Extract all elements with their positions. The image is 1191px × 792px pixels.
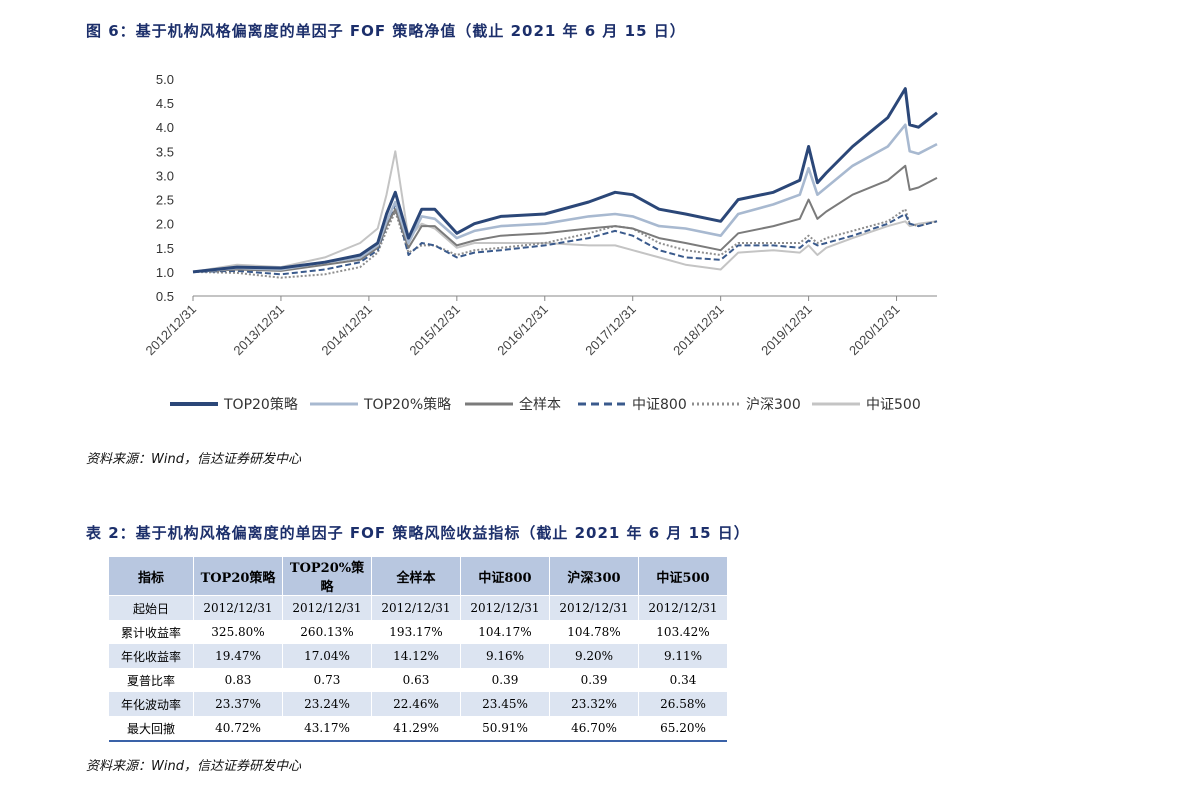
x-tick-label: 2013/12/31 (230, 302, 287, 359)
legend-label: 中证500 (866, 397, 921, 413)
y-tick-label: 2.5 (156, 193, 174, 208)
x-tick-label: 2017/12/31 (582, 302, 639, 359)
table-cell: 0.63 (371, 668, 461, 692)
header-cell: 全样本 (371, 557, 461, 596)
header-cell: 沪深300 (549, 557, 639, 596)
y-tick-label: 2.0 (156, 217, 174, 232)
x-tick-label: 2014/12/31 (318, 302, 375, 359)
table-cell: 2012/12/31 (549, 595, 639, 620)
table-cell: 年化收益率 (109, 644, 194, 668)
table-cell: 9.20% (549, 644, 639, 668)
table-cell: 2012/12/31 (282, 595, 372, 620)
legend-label: 中证800 (632, 397, 687, 413)
table-cell: 22.46% (371, 692, 461, 716)
table-header-row: 指标 TOP20策略 TOP20%策略 全样本 中证800 沪深300 中证50… (109, 557, 727, 596)
table-row: 年化波动率 23.37% 23.24% 22.46% 23.45% 23.32%… (109, 692, 727, 716)
table-cell: 193.17% (371, 620, 461, 644)
y-tick-label: 4.0 (156, 120, 174, 135)
figure-title: 图 6：基于机构风格偏离度的单因子 FOF 策略净值（截止 2021 年 6 月… (86, 22, 686, 40)
header-cell: 指标 (109, 557, 194, 596)
table-cell: 年化波动率 (109, 692, 194, 716)
table-cell: 累计收益率 (120, 625, 181, 640)
x-tick-label: 2018/12/31 (670, 302, 727, 359)
x-tick-label: 2016/12/31 (494, 302, 551, 359)
table-cell: 0.83 (193, 668, 283, 692)
series-line-1 (192, 123, 938, 274)
line-chart: 5.0 4.5 4.0 3.5 3.0 2.5 2.0 1.5 1.0 0.52012/12/31… (142, 72, 938, 413)
table-row: 夏普比率 0.83 0.73 0.63 0.39 0.39 0.34 (109, 668, 727, 692)
table-cell: 9.11% (638, 644, 727, 668)
x-tick-label: 2012/12/31 (142, 302, 199, 359)
y-tick-label: 3.5 (156, 144, 174, 159)
table-cell: 19.47% (193, 644, 283, 668)
table-cell: 23.45% (460, 692, 550, 716)
table-cell: 最大回撤 (109, 716, 194, 742)
table-cell: 23.24% (282, 692, 372, 716)
table-cell: 40.72% (193, 716, 283, 742)
table-cell: 0.39 (460, 668, 550, 692)
legend-label: 全样本 (519, 396, 561, 413)
table-cell: 104.17% (460, 620, 550, 644)
table-cell: 23.32% (549, 692, 639, 716)
series-line-5 (192, 150, 938, 273)
legend-label: 沪深300 (746, 397, 801, 413)
header-cell: 中证500 (638, 557, 727, 596)
table-cell: 17.04% (282, 644, 372, 668)
metrics-table: 指标 TOP20策略 TOP20%策略 全样本 中证800 沪深300 中证50… (109, 557, 727, 742)
legend-label: TOP20%策略 (363, 396, 451, 413)
y-tick-label: 4.5 (156, 96, 174, 111)
header-cell: 中证800 (460, 557, 550, 596)
table-cell: 325.80% (193, 620, 283, 644)
table-cell: 46.70% (549, 716, 639, 742)
series-line-2 (192, 164, 938, 273)
table-cell: 2012/12/31 (371, 595, 461, 620)
table-cell: 0.73 (282, 668, 372, 692)
legend-label: TOP20策略 (223, 396, 298, 413)
series-line-0 (192, 87, 938, 274)
table-cell: 104.78% (549, 620, 639, 644)
table-cell: 2012/12/31 (460, 595, 550, 620)
table-cell: 103.42% (638, 620, 727, 644)
x-tick-label: 2019/12/31 (758, 302, 815, 359)
table-cell: 14.12% (371, 644, 461, 668)
table-cell: 65.20% (638, 716, 727, 742)
table-cell: 50.91% (460, 716, 550, 742)
table-row: 年化收益率 19.47% 17.04% 14.12% 9.16% 9.20% 9… (109, 644, 727, 668)
table-cell: 26.58% (638, 692, 727, 716)
table-cell: 41.29% (371, 716, 461, 742)
x-tick-label: 2020/12/31 (846, 302, 903, 359)
table-source: 资料来源：Wind，信达证券研发中心 (86, 759, 301, 774)
figure-source: 资料来源：Wind，信达证券研发中心 (86, 452, 301, 467)
table-cell: 0.39 (549, 668, 639, 692)
y-tick-label: 1.0 (156, 265, 174, 280)
y-tick-label: 1.5 (156, 241, 174, 256)
table-row: 累计收益率 325.80% 260.13% 193.17% 104.17% 10… (109, 620, 727, 644)
y-tick-label: 5.0 (156, 72, 174, 87)
header-cell: TOP20%策略 (282, 557, 372, 596)
table-row: 最大回撤 40.72% 43.17% 41.29% 50.91% 46.70% … (109, 716, 727, 742)
table-cell: 9.16% (460, 644, 550, 668)
table-cell: 2012/12/31 (193, 595, 283, 620)
x-tick-label: 2015/12/31 (406, 302, 463, 359)
table-cell: 23.37% (193, 692, 283, 716)
table-title: 表 2：基于机构风格偏离度的单因子 FOF 策略风险收益指标（截止 2021 年… (86, 524, 750, 542)
table-cell: 2012/12/31 (638, 595, 727, 620)
header-cell: TOP20策略 (193, 557, 283, 596)
table-cell: 260.13% (282, 620, 372, 644)
table-cell: 0.34 (638, 668, 727, 692)
y-tick-label: 3.0 (156, 168, 174, 183)
table-cell: 夏普比率 (126, 673, 175, 688)
table-cell: 起始日 (109, 595, 194, 620)
table-cell: 43.17% (282, 716, 372, 742)
y-tick-label: 0.5 (156, 289, 174, 304)
table-row: 起始日 2012/12/31 2012/12/31 2012/12/31 201… (109, 595, 727, 620)
